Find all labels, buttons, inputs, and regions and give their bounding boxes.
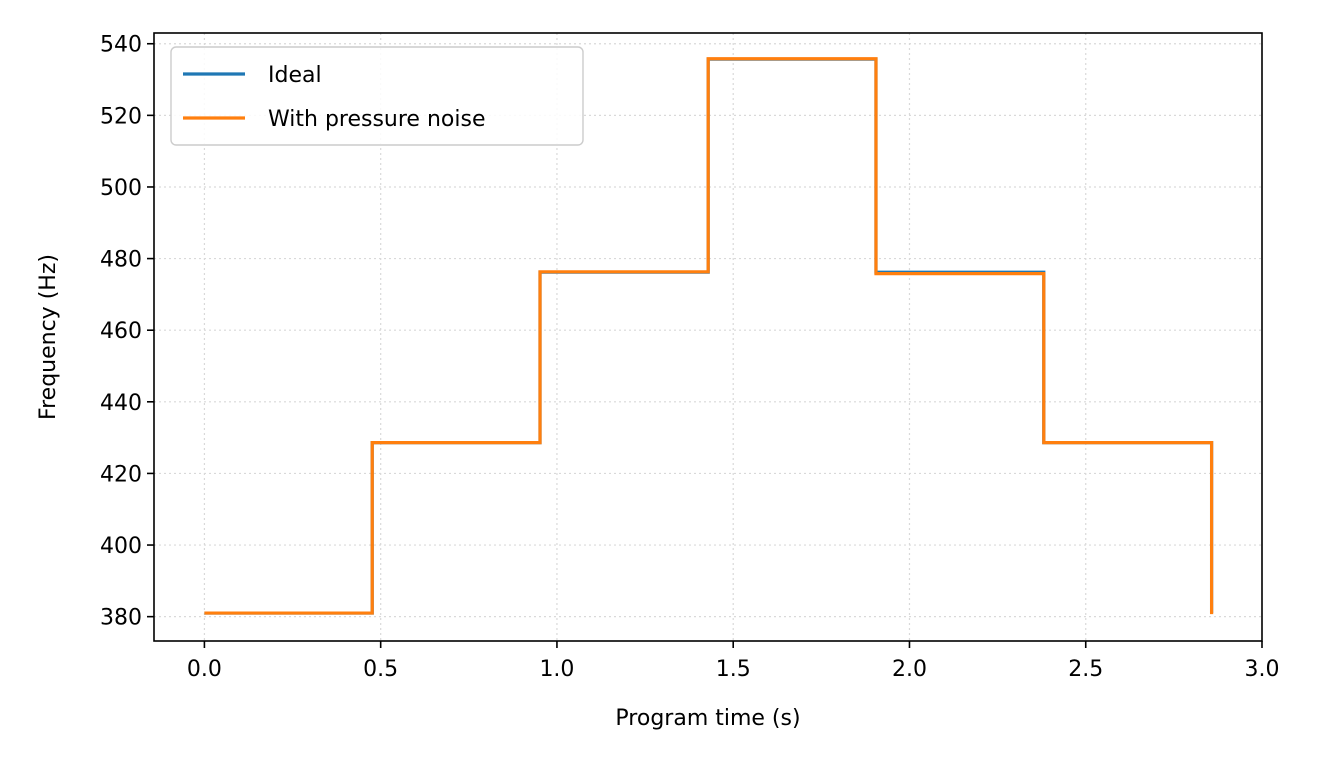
y-tick-label: 440 bbox=[100, 391, 142, 416]
series-line-with-pressure-noise bbox=[204, 57, 1214, 615]
x-tick-label: 1.5 bbox=[716, 657, 751, 682]
legend-label: Ideal bbox=[268, 63, 322, 88]
plot-frame bbox=[153, 32, 1263, 642]
y-axis: 380 400 420 440 460 480 500 520 540 bbox=[100, 33, 154, 631]
y-tick-label: 420 bbox=[100, 462, 142, 487]
y-tick-label: 500 bbox=[100, 176, 142, 201]
x-axis-label: Program time (s) bbox=[615, 706, 800, 731]
y-tick-label: 480 bbox=[100, 248, 142, 273]
legend-label: With pressure noise bbox=[268, 107, 485, 132]
y-axis-label: Frequency (Hz) bbox=[36, 254, 61, 420]
x-tick-label: 0.5 bbox=[363, 657, 398, 682]
series-layer bbox=[204, 57, 1214, 615]
x-tick-label: 2.5 bbox=[1068, 657, 1103, 682]
y-tick-label: 400 bbox=[100, 534, 142, 559]
legend: Ideal With pressure noise bbox=[170, 46, 584, 146]
x-tick-label: 2.0 bbox=[892, 657, 927, 682]
y-tick-label: 520 bbox=[100, 104, 142, 129]
y-tick-label: 380 bbox=[100, 606, 142, 631]
y-tick-label: 540 bbox=[100, 33, 142, 58]
x-tick-label: 0.0 bbox=[187, 657, 222, 682]
x-tick-label: 3.0 bbox=[1245, 657, 1280, 682]
x-tick-label: 1.0 bbox=[539, 657, 574, 682]
y-tick-label: 460 bbox=[100, 319, 142, 344]
x-axis: 0.0 0.5 1.0 1.5 2.0 2.5 3.0 bbox=[187, 641, 1280, 682]
legend-box bbox=[170, 46, 584, 146]
